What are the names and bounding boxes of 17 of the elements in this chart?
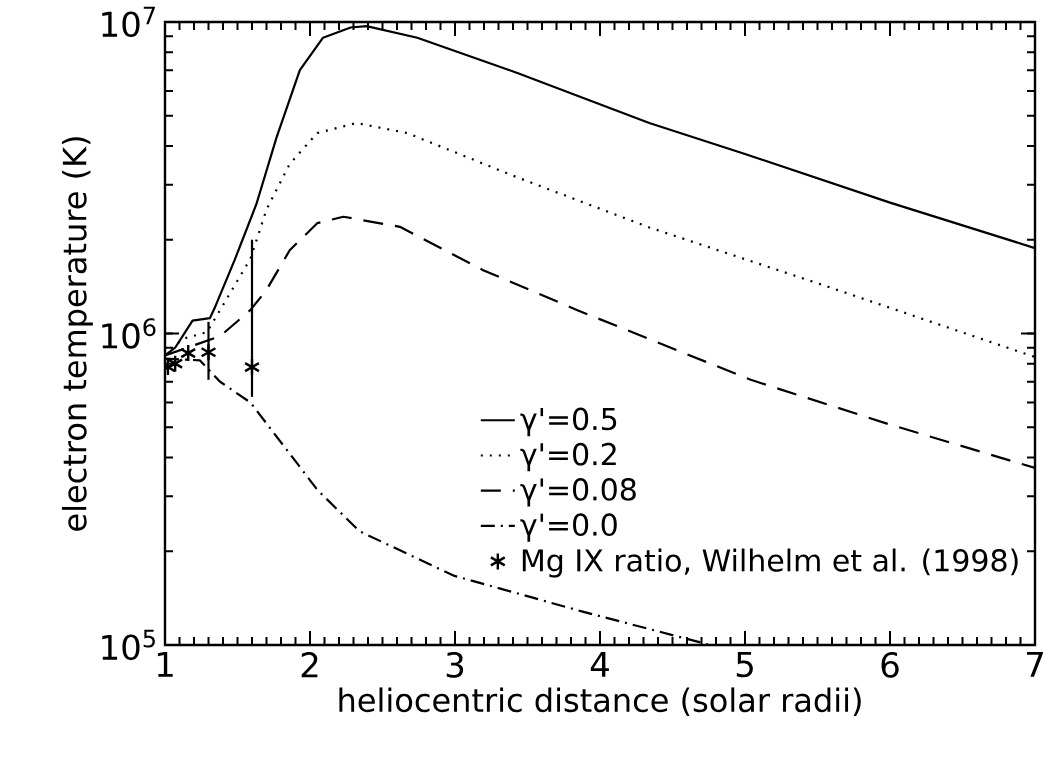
legend-label: γ'=0.2 [520,442,616,472]
x-tick-label: 1 [157,652,173,677]
legend-label: Mg IX ratio, Wilhelm et al. (1998) [522,548,1018,578]
x-tick-label: 5 [736,652,753,678]
x-tick-label: 6 [881,652,899,678]
y-axis-title: electron temperature (K) [61,137,93,531]
x-tick-label: 4 [590,652,609,677]
legend-label: γ'=0.5 [520,407,617,437]
legend-label: γ'=0.0 [520,513,617,542]
x-tick-label: 3 [446,652,464,678]
y-tick-label: 10$^{6}$ [102,318,156,349]
y-tick-label: 10$^{5}$ [102,629,155,661]
x-tick-label: 7 [1026,652,1043,677]
x-axis-title: heliocentric distance (solar radii) [339,687,861,716]
legend-label: γ'=0.08 [520,478,636,507]
y-tick-label: 10$^{7}$ [102,6,155,38]
x-tick-label: 2 [301,652,318,678]
